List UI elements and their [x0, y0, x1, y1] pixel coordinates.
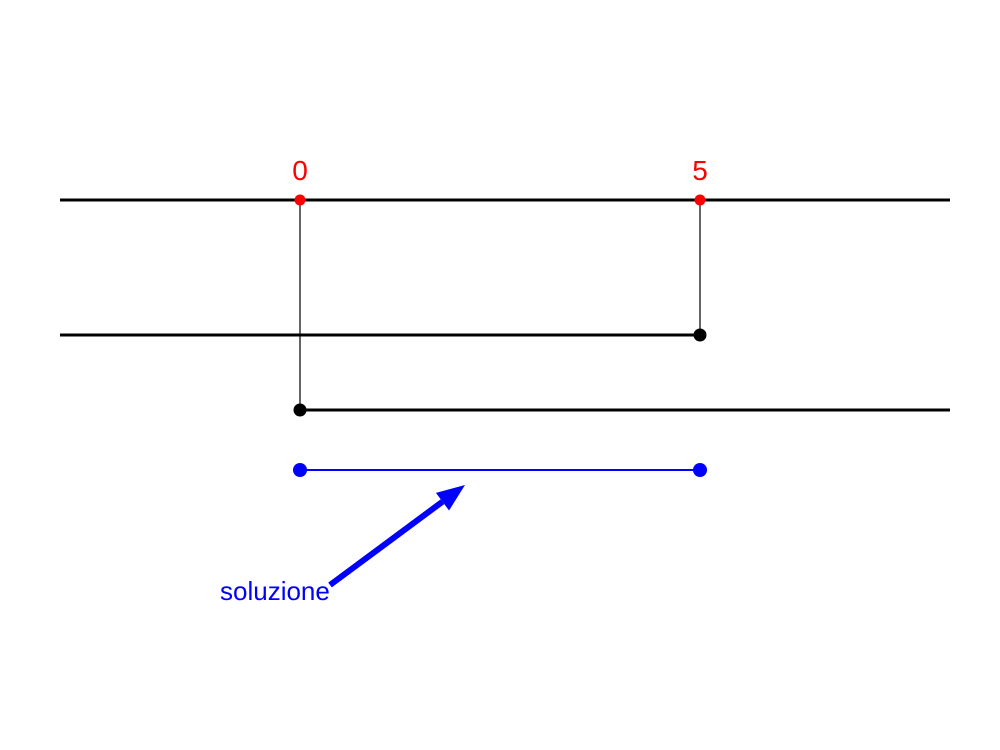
endpoint-zero [294, 404, 307, 417]
solution-endpoint-five [693, 463, 707, 477]
label-zero: 0 [292, 155, 308, 186]
endpoint-five [694, 329, 707, 342]
marker-zero [295, 195, 306, 206]
solution-endpoint-zero [293, 463, 307, 477]
solution-label: soluzione [220, 576, 330, 606]
solution-arrow-shaft [330, 502, 443, 585]
label-five: 5 [692, 155, 708, 186]
marker-five [695, 195, 706, 206]
